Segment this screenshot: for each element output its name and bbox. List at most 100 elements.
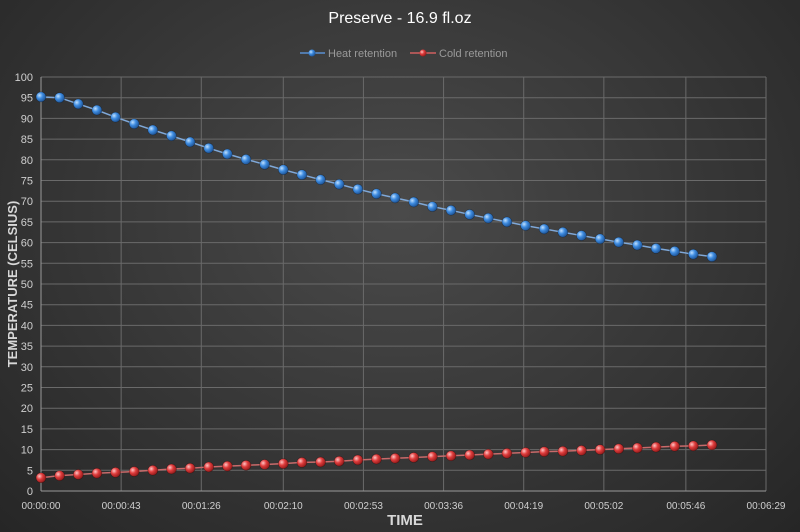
y-tick-label: 90 bbox=[21, 113, 33, 125]
y-tick-label: 45 bbox=[21, 300, 33, 312]
data-point bbox=[147, 464, 159, 476]
data-point bbox=[184, 136, 196, 148]
data-point bbox=[501, 216, 513, 228]
data-point bbox=[483, 448, 494, 460]
data-point bbox=[389, 192, 401, 204]
data-point bbox=[594, 444, 606, 455]
data-point bbox=[128, 466, 140, 477]
data-point bbox=[445, 205, 457, 216]
x-axis-ticks: 00:00:00 00:00:43 00:01:26 00:02:10 00:02:53… bbox=[22, 501, 786, 512]
data-point bbox=[483, 212, 494, 224]
data-point bbox=[333, 455, 345, 467]
gridlines bbox=[41, 76, 767, 491]
data-point bbox=[538, 446, 550, 457]
y-axis-ticks: 0 5 10 15 20 25 30 35 40 45 50 55 60 65 70 75 80 85 90 95 10… bbox=[15, 72, 33, 498]
data-point bbox=[110, 111, 121, 123]
legend-marker-heat bbox=[308, 49, 316, 57]
data-point bbox=[576, 445, 587, 456]
series-line bbox=[40, 96, 713, 258]
data-point bbox=[557, 226, 569, 238]
data-point bbox=[277, 164, 289, 176]
x-tick-label: 00:02:53 bbox=[344, 501, 383, 512]
data-point bbox=[520, 220, 531, 231]
y-tick-label: 40 bbox=[21, 320, 33, 332]
data-point bbox=[557, 445, 569, 457]
data-point bbox=[688, 248, 699, 260]
y-tick-label: 0 bbox=[27, 486, 33, 498]
data-point bbox=[222, 460, 233, 472]
data-point bbox=[333, 178, 345, 190]
data-point bbox=[259, 159, 270, 170]
data-point bbox=[389, 452, 401, 464]
data-point bbox=[688, 440, 699, 452]
data-point bbox=[72, 469, 84, 480]
x-tick-label: 00:05:02 bbox=[584, 501, 623, 512]
series-group bbox=[35, 91, 718, 484]
data-point bbox=[408, 196, 420, 208]
x-tick-label: 00:00:00 bbox=[22, 501, 61, 512]
data-point bbox=[166, 130, 177, 142]
data-point bbox=[706, 439, 718, 451]
y-tick-label: 5 bbox=[27, 465, 33, 477]
x-tick-label: 00:00:43 bbox=[102, 501, 141, 512]
y-tick-label: 50 bbox=[21, 279, 33, 291]
data-point bbox=[669, 440, 680, 452]
data-point bbox=[277, 458, 289, 469]
chart-title: Preserve - 16.9 fl.oz bbox=[328, 10, 471, 27]
x-tick-label: 00:06:29 bbox=[747, 501, 786, 512]
series-heat bbox=[35, 91, 718, 262]
data-point bbox=[240, 460, 252, 471]
x-tick-label: 00:04:19 bbox=[504, 501, 543, 512]
data-point bbox=[259, 459, 270, 470]
y-tick-label: 80 bbox=[21, 155, 33, 167]
data-point bbox=[240, 154, 252, 165]
legend-label-cold: Cold retention bbox=[439, 48, 508, 60]
data-point bbox=[613, 236, 625, 248]
data-point bbox=[184, 462, 196, 474]
y-tick-label: 35 bbox=[21, 341, 33, 353]
data-point bbox=[427, 201, 438, 212]
data-point bbox=[632, 442, 643, 454]
y-tick-label: 65 bbox=[21, 217, 33, 229]
y-tick-label: 30 bbox=[21, 362, 33, 374]
data-point bbox=[147, 124, 159, 136]
y-tick-label: 60 bbox=[21, 238, 33, 250]
data-point bbox=[296, 457, 308, 468]
data-point bbox=[520, 447, 531, 458]
data-point bbox=[464, 449, 475, 461]
data-point bbox=[650, 243, 662, 254]
data-point bbox=[296, 169, 308, 181]
data-point bbox=[352, 183, 364, 195]
data-point bbox=[669, 245, 680, 257]
y-tick-label: 75 bbox=[21, 176, 33, 188]
data-point bbox=[650, 441, 662, 453]
x-axis-label: TIME bbox=[387, 512, 423, 529]
y-tick-label: 70 bbox=[21, 196, 33, 208]
y-tick-label: 10 bbox=[21, 445, 33, 457]
data-point bbox=[110, 467, 121, 478]
data-point bbox=[427, 451, 438, 462]
data-point bbox=[72, 98, 84, 110]
series-cold bbox=[35, 439, 718, 484]
data-point bbox=[706, 251, 718, 262]
y-tick-label: 100 bbox=[15, 72, 33, 84]
data-point bbox=[445, 450, 457, 462]
legend: Heat retention Cold retention bbox=[300, 48, 508, 60]
legend-item-cold: Cold retention bbox=[410, 48, 508, 60]
data-point bbox=[315, 174, 326, 185]
data-point bbox=[315, 456, 326, 468]
data-point bbox=[538, 223, 550, 235]
x-tick-label: 00:01:26 bbox=[182, 501, 221, 512]
data-point bbox=[352, 454, 364, 466]
x-tick-label: 00:05:46 bbox=[666, 501, 705, 512]
data-point bbox=[594, 233, 606, 245]
data-point bbox=[91, 104, 103, 116]
data-point bbox=[166, 463, 177, 475]
data-point bbox=[408, 452, 420, 463]
data-point bbox=[203, 461, 215, 473]
legend-marker-cold bbox=[419, 49, 427, 57]
data-point bbox=[128, 118, 140, 130]
legend-label-heat: Heat retention bbox=[328, 48, 397, 60]
data-point bbox=[35, 472, 47, 484]
